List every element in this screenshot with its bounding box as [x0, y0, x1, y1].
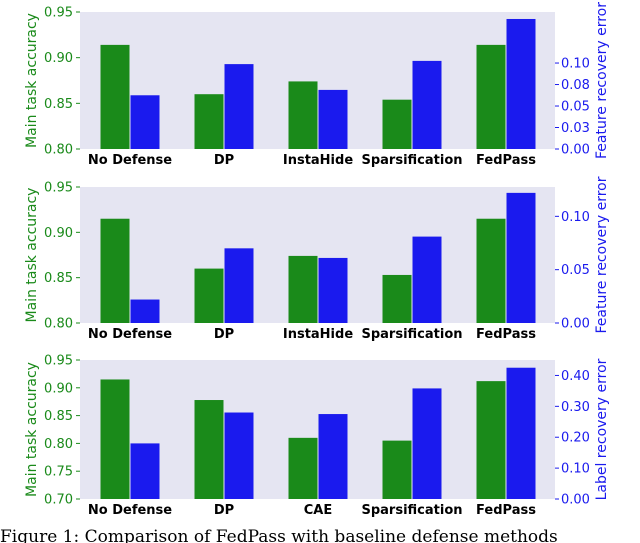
bar-accuracy [100, 379, 130, 499]
bar-accuracy [476, 218, 506, 323]
bar-accuracy [288, 81, 318, 149]
category-label: Sparsification [361, 503, 462, 518]
figure-caption: Figure 1: Comparison of FedPass with bas… [0, 527, 558, 543]
bar-accuracy [382, 440, 412, 499]
bar-recovery-error [130, 95, 160, 149]
bar-accuracy [476, 381, 506, 499]
left-axis-label: Main task accuracy [24, 13, 40, 148]
left-tick-label: 0.95 [44, 6, 73, 21]
category-label: No Defense [88, 153, 172, 168]
right-axis-label: Feature recovery error [594, 176, 610, 333]
right-tick-label: 0.03 [561, 121, 590, 136]
right-tick-label: 0.40 [561, 369, 590, 384]
right-tick-label: 0.10 [561, 462, 590, 477]
bar-accuracy [194, 94, 224, 149]
category-label: DP [214, 327, 234, 342]
right-tick-label: 0.00 [561, 317, 590, 332]
category-label: DP [214, 153, 234, 168]
bar-accuracy [476, 44, 506, 149]
left-tick-label: 0.95 [44, 354, 73, 369]
bar-recovery-error [224, 64, 254, 149]
category-label: InstaHide [283, 327, 353, 342]
bar-recovery-error [506, 192, 536, 323]
bar-accuracy [194, 400, 224, 499]
category-label: No Defense [88, 327, 172, 342]
left-tick-label: 0.90 [44, 381, 73, 396]
chart-panel-2: 0.80 0.85 0.90 0.95 0.00 0.05 0.10 No Defense DP… [24, 176, 610, 342]
bar-accuracy [100, 44, 130, 149]
category-label: No Defense [88, 503, 172, 518]
left-tick-label: 0.90 [44, 51, 73, 66]
bar-recovery-error [130, 443, 160, 499]
left-tick-label: 0.80 [44, 143, 73, 158]
right-tick-label: 0.05 [561, 100, 590, 115]
right-axis-label: Feature recovery error [594, 2, 610, 159]
category-label: Sparsification [361, 327, 462, 342]
category-label: DP [214, 503, 234, 518]
bar-recovery-error [318, 89, 348, 149]
left-tick-label: 0.95 [44, 181, 73, 196]
left-tick-label: 0.80 [44, 437, 73, 452]
chart-panel-1: 0.80 0.85 0.90 0.95 0.00 0.03 0.05 0.08 0.10 No D… [24, 2, 610, 168]
right-tick-label: 0.10 [561, 57, 590, 72]
right-axis-label: Label recovery error [594, 358, 610, 500]
bar-recovery-error [412, 60, 442, 149]
bar-recovery-error [506, 18, 536, 149]
bar-recovery-error [224, 412, 254, 499]
category-label: FedPass [476, 153, 536, 168]
bar-accuracy [100, 218, 130, 323]
left-tick-label: 0.75 [44, 465, 73, 480]
bar-accuracy [288, 255, 318, 323]
bar-recovery-error [224, 248, 254, 323]
right-tick-label: 0.20 [561, 431, 590, 446]
category-label: FedPass [476, 327, 536, 342]
bar-accuracy [288, 437, 318, 499]
chart-panel-3: 0.70 0.75 0.80 0.85 0.90 0.95 0.00 0.10 0.20 0.30… [24, 354, 610, 519]
left-tick-label: 0.85 [44, 97, 73, 112]
category-label: CAE [304, 503, 332, 518]
bar-recovery-error [412, 236, 442, 323]
left-axis-label: Main task accuracy [24, 188, 40, 323]
category-label: Sparsification [361, 153, 462, 168]
right-tick-label: 0.05 [561, 263, 590, 278]
bar-accuracy [382, 99, 412, 149]
right-tick-label: 0.30 [561, 400, 590, 415]
bar-recovery-error [318, 414, 348, 499]
right-tick-label: 0.00 [561, 493, 590, 508]
left-tick-label: 0.85 [44, 409, 73, 424]
bar-accuracy [194, 268, 224, 323]
bar-accuracy [382, 274, 412, 323]
bar-recovery-error [506, 367, 536, 499]
category-label: FedPass [476, 503, 536, 518]
left-tick-label: 0.90 [44, 226, 73, 241]
right-tick-label: 0.00 [561, 143, 590, 158]
bar-recovery-error [318, 257, 348, 323]
bar-recovery-error [130, 299, 160, 323]
category-label: InstaHide [283, 153, 353, 168]
left-tick-label: 0.80 [44, 317, 73, 332]
left-axis-label: Main task accuracy [24, 362, 40, 497]
left-tick-label: 0.85 [44, 271, 73, 286]
right-tick-label: 0.08 [561, 78, 590, 93]
right-tick-label: 0.10 [561, 210, 590, 225]
bar-recovery-error [412, 388, 442, 499]
left-tick-label: 0.70 [44, 493, 73, 508]
